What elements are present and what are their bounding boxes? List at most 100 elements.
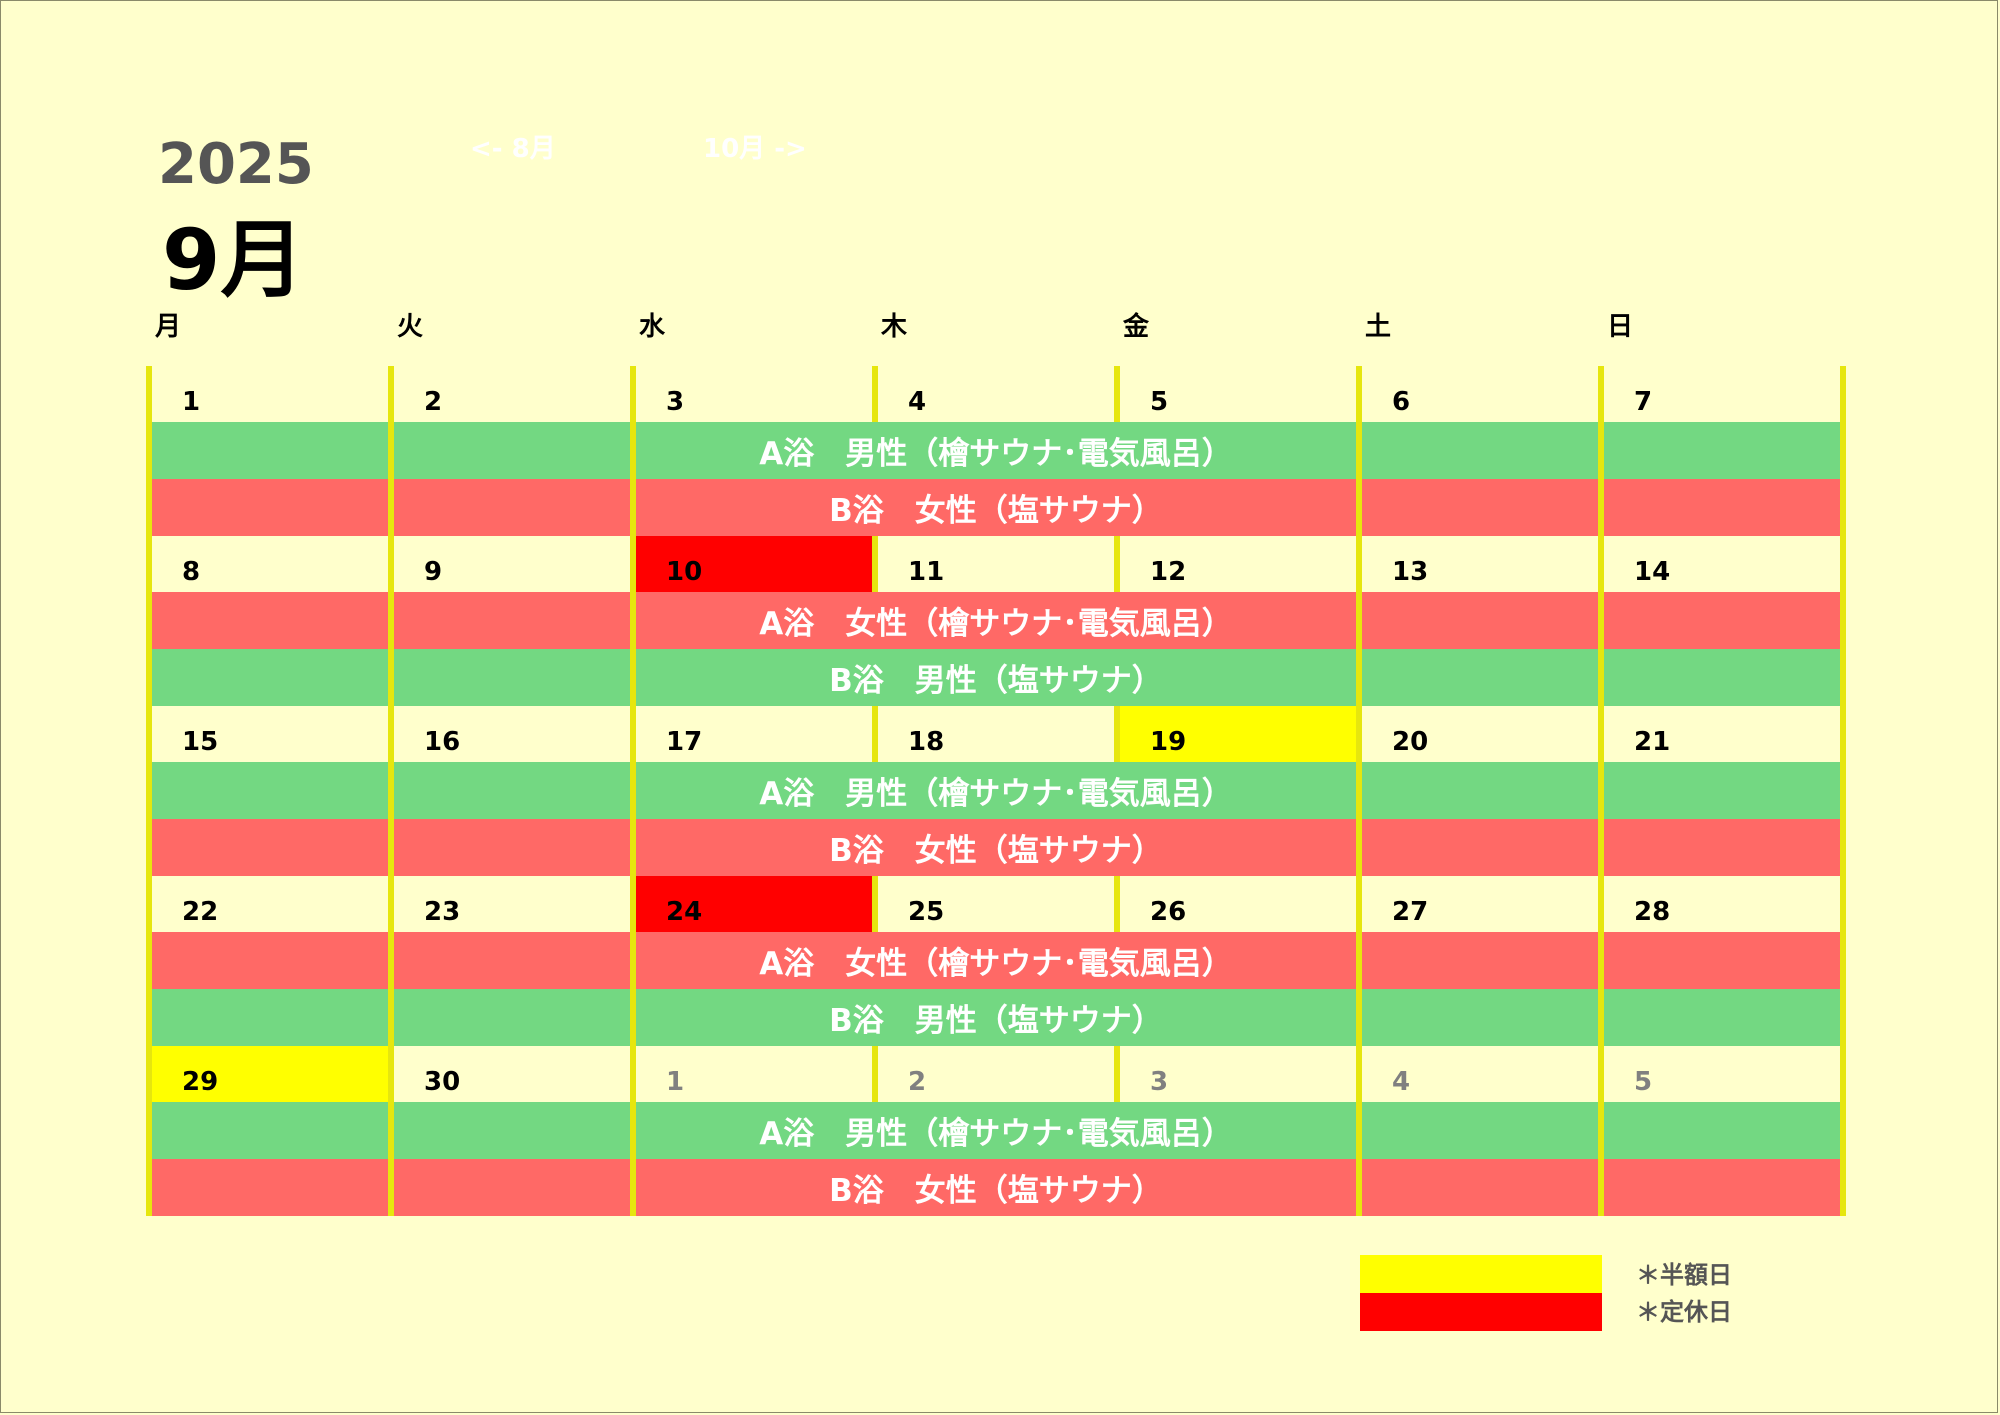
day-cell: 4 (878, 366, 1114, 422)
day-number: 14 (1634, 557, 1671, 587)
bath-band-green: A浴 男性（檜サウナ･電気風呂） (636, 762, 1356, 819)
day-number: 20 (1392, 727, 1429, 757)
day-number: 13 (1392, 557, 1429, 587)
calendar-grid: 1 2 3 4 5 6 7 A浴 男性（檜サウナ･電気風呂） B浴 女性（塩サウナ） 8 9 10 11… (146, 366, 1846, 1218)
day-number: 8 (182, 557, 201, 587)
day-cell: 3 (1120, 1046, 1356, 1102)
legend-half-price-label: ＊半額日 (1636, 1261, 1732, 1289)
day-cell: 1 (152, 366, 388, 422)
column-divider (1598, 366, 1604, 1216)
bath-band-green: B浴 男性（塩サウナ） (636, 649, 1356, 706)
weekday-thu: 木 (881, 312, 908, 342)
day-number: 26 (1150, 897, 1187, 927)
day-number: 30 (424, 1067, 461, 1097)
day-number: 5 (1634, 1067, 1653, 1097)
bath-band-green: A浴 男性（檜サウナ･電気風呂） (636, 422, 1356, 479)
day-number: 4 (1392, 1067, 1411, 1097)
day-number: 18 (908, 727, 945, 757)
column-divider (872, 1046, 878, 1102)
column-divider (1114, 1046, 1120, 1102)
calendar-month: 9月 (162, 211, 305, 309)
day-cell: 5 (1120, 366, 1356, 422)
day-cell: 7 (1604, 366, 1840, 422)
day-cell: 6 (1362, 366, 1598, 422)
day-number: 5 (1150, 387, 1169, 417)
day-cell: 27 (1362, 876, 1598, 932)
legend-closed-label: ＊定休日 (1636, 1298, 1732, 1326)
prev-month-link[interactable]: <- 8月 (470, 134, 556, 164)
day-cell: 3 (636, 366, 872, 422)
bath-band-red: A浴 女性（檜サウナ･電気風呂） (636, 932, 1356, 989)
day-cell: 22 (152, 876, 388, 932)
bath-band-red: B浴 女性（塩サウナ） (636, 479, 1356, 536)
day-cell: 16 (394, 706, 630, 762)
bath-band-red: B浴 女性（塩サウナ） (636, 1159, 1356, 1216)
weekday-sun: 日 (1607, 312, 1634, 342)
column-divider (1114, 706, 1120, 762)
day-number: 7 (1634, 387, 1653, 417)
day-number: 25 (908, 897, 945, 927)
column-divider (872, 366, 878, 422)
day-cell: 23 (394, 876, 630, 932)
column-divider (1114, 536, 1120, 592)
day-cell: 9 (394, 536, 630, 592)
day-cell: 11 (878, 536, 1114, 592)
column-divider (630, 366, 636, 1216)
day-number: 2 (424, 387, 443, 417)
day-number: 17 (666, 727, 703, 757)
day-cell: 20 (1362, 706, 1598, 762)
day-cell: 10 (636, 536, 872, 592)
day-number: 11 (908, 557, 945, 587)
bath-band-red: B浴 女性（塩サウナ） (636, 819, 1356, 876)
weekday-mon: 月 (155, 312, 182, 342)
day-cell: 26 (1120, 876, 1356, 932)
day-number: 24 (666, 897, 703, 927)
next-month-link[interactable]: 10月 -> (703, 134, 807, 164)
day-cell: 30 (394, 1046, 630, 1102)
day-number: 29 (182, 1067, 219, 1097)
day-number: 21 (1634, 727, 1671, 757)
day-cell: 14 (1604, 536, 1840, 592)
day-number: 22 (182, 897, 219, 927)
weekday-sat: 土 (1365, 312, 1392, 342)
day-cell: 13 (1362, 536, 1598, 592)
day-cell: 18 (878, 706, 1114, 762)
day-cell: 5 (1604, 1046, 1840, 1102)
day-number: 4 (908, 387, 927, 417)
day-number: 15 (182, 727, 219, 757)
day-cell: 12 (1120, 536, 1356, 592)
day-number: 1 (182, 387, 201, 417)
day-cell: 29 (152, 1046, 388, 1102)
day-cell: 8 (152, 536, 388, 592)
bath-band-red: A浴 女性（檜サウナ･電気風呂） (636, 592, 1356, 649)
column-divider (1114, 876, 1120, 932)
weekday-tue: 火 (397, 312, 424, 342)
weekday-fri: 金 (1123, 312, 1150, 342)
day-number: 6 (1392, 387, 1411, 417)
weekday-wed: 水 (639, 312, 666, 342)
day-number: 19 (1150, 727, 1187, 757)
day-number: 9 (424, 557, 443, 587)
legend-closed-swatch (1360, 1293, 1602, 1331)
column-divider (146, 366, 152, 1216)
day-cell: 25 (878, 876, 1114, 932)
column-divider (872, 706, 878, 762)
day-number: 12 (1150, 557, 1187, 587)
day-number: 10 (666, 557, 703, 587)
column-divider (872, 536, 878, 592)
day-number: 3 (666, 387, 685, 417)
bath-band-green: B浴 男性（塩サウナ） (636, 989, 1356, 1046)
day-cell: 28 (1604, 876, 1840, 932)
day-number: 3 (1150, 1067, 1169, 1097)
column-divider (1114, 366, 1120, 422)
bath-band-green: A浴 男性（檜サウナ･電気風呂） (636, 1102, 1356, 1159)
day-cell: 15 (152, 706, 388, 762)
column-divider (872, 876, 878, 932)
day-cell: 1 (636, 1046, 872, 1102)
column-divider (1356, 366, 1362, 1216)
calendar-year: 2025 (158, 132, 314, 197)
day-cell: 17 (636, 706, 872, 762)
day-number: 2 (908, 1067, 927, 1097)
day-cell: 21 (1604, 706, 1840, 762)
